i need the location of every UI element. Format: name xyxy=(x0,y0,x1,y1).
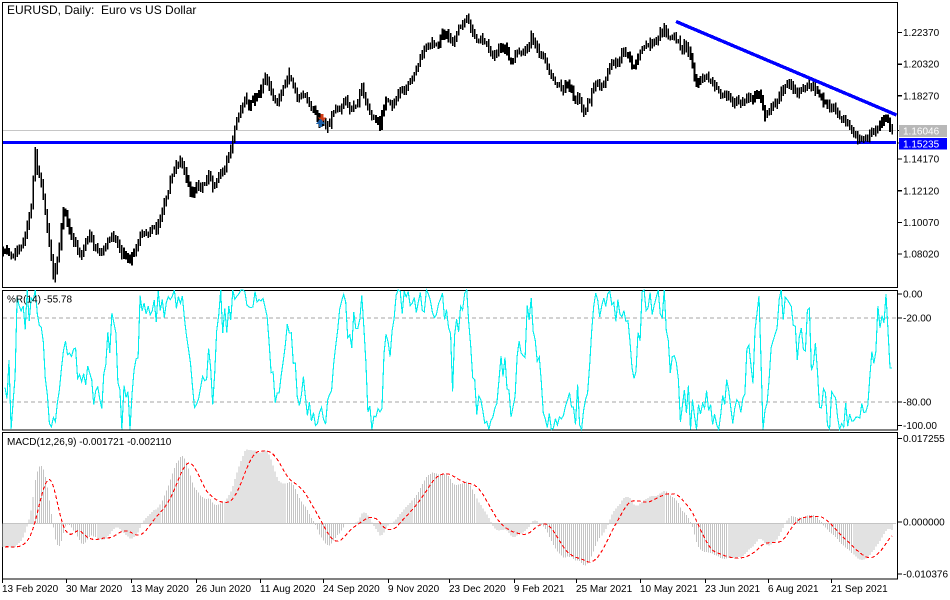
svg-text:21 Sep 2021: 21 Sep 2021 xyxy=(831,584,888,595)
svg-text:1.14170: 1.14170 xyxy=(903,155,940,166)
svg-text:-0.010376: -0.010376 xyxy=(903,570,948,581)
svg-text:10 May 2021: 10 May 2021 xyxy=(640,584,698,595)
svg-text:0.000000: 0.000000 xyxy=(903,518,945,529)
svg-text:1.20320: 1.20320 xyxy=(903,60,940,71)
svg-text:13 Feb 2020: 13 Feb 2020 xyxy=(2,584,59,595)
svg-text:%R(14) -55.78: %R(14) -55.78 xyxy=(7,295,72,306)
svg-text:-80.00: -80.00 xyxy=(903,398,932,409)
svg-text:1.22370: 1.22370 xyxy=(903,28,940,39)
svg-text:23 Dec 2020: 23 Dec 2020 xyxy=(449,584,506,595)
svg-text:1.08020: 1.08020 xyxy=(903,250,940,261)
svg-text:30 Mar 2020: 30 Mar 2020 xyxy=(66,584,123,595)
svg-text:0.00: 0.00 xyxy=(903,290,923,301)
svg-text:23 Jun 2021: 23 Jun 2021 xyxy=(705,584,760,595)
svg-text:6 Aug 2021: 6 Aug 2021 xyxy=(768,584,819,595)
svg-text:1.16046: 1.16046 xyxy=(903,127,940,138)
svg-text:MACD(12,26,9) -0.001721 -0.002: MACD(12,26,9) -0.001721 -0.002110 xyxy=(7,437,172,448)
svg-text:-100.00: -100.00 xyxy=(903,421,937,432)
svg-text:EURUSD, Daily: Euro vs US Dol: EURUSD, Daily: Euro vs US Dollar xyxy=(7,3,196,17)
svg-text:-20.00: -20.00 xyxy=(903,314,932,325)
svg-text:1.15235: 1.15235 xyxy=(903,140,940,151)
svg-text:13 May 2020: 13 May 2020 xyxy=(131,584,189,595)
svg-text:1.18270: 1.18270 xyxy=(903,91,940,102)
svg-text:11 Aug 2020: 11 Aug 2020 xyxy=(260,584,316,595)
svg-text:25 Mar 2021: 25 Mar 2021 xyxy=(576,584,633,595)
svg-text:24 Sep 2020: 24 Sep 2020 xyxy=(323,584,380,595)
svg-text:1.10070: 1.10070 xyxy=(903,218,940,229)
svg-text:26 Jun 2020: 26 Jun 2020 xyxy=(196,584,251,595)
svg-text:1.12120: 1.12120 xyxy=(903,186,940,197)
svg-text:9 Nov 2020: 9 Nov 2020 xyxy=(388,584,440,595)
svg-text:9 Feb 2021: 9 Feb 2021 xyxy=(514,584,565,595)
svg-text:0.017255: 0.017255 xyxy=(903,434,945,445)
